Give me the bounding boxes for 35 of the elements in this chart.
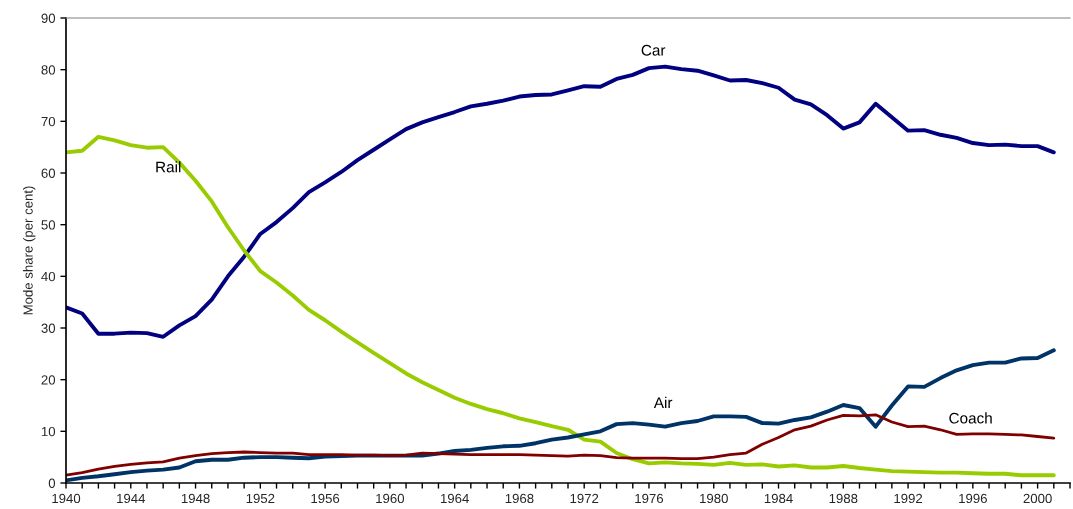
line-series bbox=[66, 348, 1056, 483]
y-tick-label: 80 bbox=[41, 65, 56, 75]
y-tick-label: 50 bbox=[41, 220, 56, 230]
x-tick-label: 1960 bbox=[376, 493, 405, 504]
x-tick-label: 1976 bbox=[635, 493, 664, 504]
x-tick-label: 2000 bbox=[1023, 493, 1052, 504]
y-tick-label: 90 bbox=[41, 13, 56, 23]
x-tick-label: 1972 bbox=[570, 493, 599, 504]
series-label: Rail bbox=[156, 161, 181, 173]
x-tick-label: 1992 bbox=[894, 493, 923, 504]
y-tick-label: 10 bbox=[41, 426, 56, 437]
line-series bbox=[66, 134, 1056, 478]
y-tick-label: 0 bbox=[48, 478, 56, 488]
x-tick-label: 1996 bbox=[959, 493, 987, 504]
y-tick-label: 60 bbox=[41, 168, 56, 178]
x-tick-label: 1940 bbox=[52, 493, 81, 504]
y-axis-title: Mode share (per cent) bbox=[23, 186, 36, 315]
y-tick-label: 20 bbox=[41, 375, 56, 385]
y-tick-label: 40 bbox=[41, 271, 56, 282]
x-tick-label: 1968 bbox=[505, 493, 534, 504]
x-tick-label: 1980 bbox=[700, 493, 728, 504]
x-tick-label: 1944 bbox=[117, 493, 146, 504]
x-tick-label: 1952 bbox=[246, 493, 275, 504]
series-label: Car bbox=[641, 44, 666, 56]
x-tick-label: 1988 bbox=[829, 493, 858, 504]
line-series bbox=[66, 413, 1056, 477]
x-tick-label: 1956 bbox=[311, 493, 340, 504]
x-tick-label: 1948 bbox=[181, 493, 210, 504]
y-tick-label: 30 bbox=[41, 323, 56, 333]
line-series bbox=[66, 64, 1056, 339]
x-tick-label: 1984 bbox=[764, 493, 793, 504]
y-tick-label: 70 bbox=[41, 116, 56, 127]
x-tick-label: 1964 bbox=[440, 493, 469, 504]
series-label: Air bbox=[653, 396, 673, 408]
series-label: Coach bbox=[949, 412, 992, 424]
